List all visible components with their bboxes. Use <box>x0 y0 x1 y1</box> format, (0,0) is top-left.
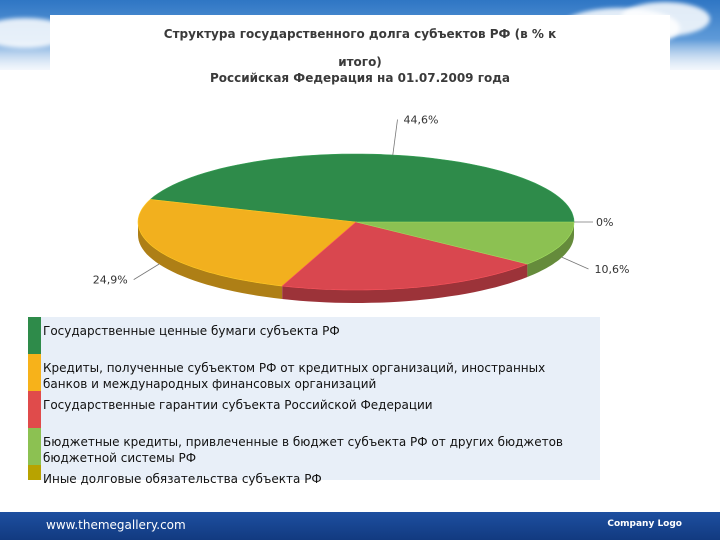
footer-bar: www.themegallery.com Company Logo <box>0 512 720 540</box>
pie-slice-side-1 <box>138 222 283 299</box>
chart-title-line-1: Структура государственного долга субъект… <box>163 27 557 41</box>
legend-label-1: банков и международных финансовых органи… <box>43 377 377 391</box>
legend-label-3: бюджетной системы РФ <box>43 451 197 465</box>
pie-slice-1 <box>137 199 357 287</box>
company-logo: Company Logo <box>607 519 682 529</box>
data-label-3: 10,6% <box>595 263 630 276</box>
pie-slice-side-2 <box>282 264 528 303</box>
pie-slice-side-3 <box>527 222 574 277</box>
leader-line-0 <box>392 119 398 156</box>
data-label-4: 0% <box>596 216 613 229</box>
footer-url: www.themegallery.com <box>46 518 186 532</box>
data-label-0: 44,6% <box>404 114 439 127</box>
leader-line-1 <box>133 263 160 280</box>
legend-label-0: Государственные ценные бумаги субъекта Р… <box>43 324 340 338</box>
pie-slice-3 <box>355 221 575 265</box>
legend-label-2: Государственные гарантии субъекта Россий… <box>43 398 433 412</box>
chart-title-line-2: итого) <box>338 55 382 69</box>
legend-swatch-1 <box>28 354 41 391</box>
leader-line-3 <box>561 256 589 270</box>
legend-swatch-2 <box>28 391 41 428</box>
legend-swatch-0 <box>28 317 41 354</box>
legend-label-3: Бюджетные кредиты, привлеченные в бюджет… <box>43 435 564 449</box>
legend-label-4: Иные долговые обязательства субъекта РФ <box>43 472 322 486</box>
legend-swatch-4 <box>28 465 41 480</box>
legend: Государственные ценные бумаги субъекта Р… <box>28 317 600 486</box>
data-label-1: 24,9% <box>93 274 128 287</box>
legend-label-1: Кредиты, полученные субъектом РФ от кред… <box>43 361 546 375</box>
chart-title-line-3: Российская Федерация на 01.07.2009 года <box>209 71 511 85</box>
pie-chart: 44,6% 24,9% 10,6% 0% <box>93 114 630 303</box>
pie-slice-2 <box>281 221 529 291</box>
chart-panel: Структура государственного долга субъект… <box>50 15 670 315</box>
legend-swatch-3 <box>28 428 41 465</box>
